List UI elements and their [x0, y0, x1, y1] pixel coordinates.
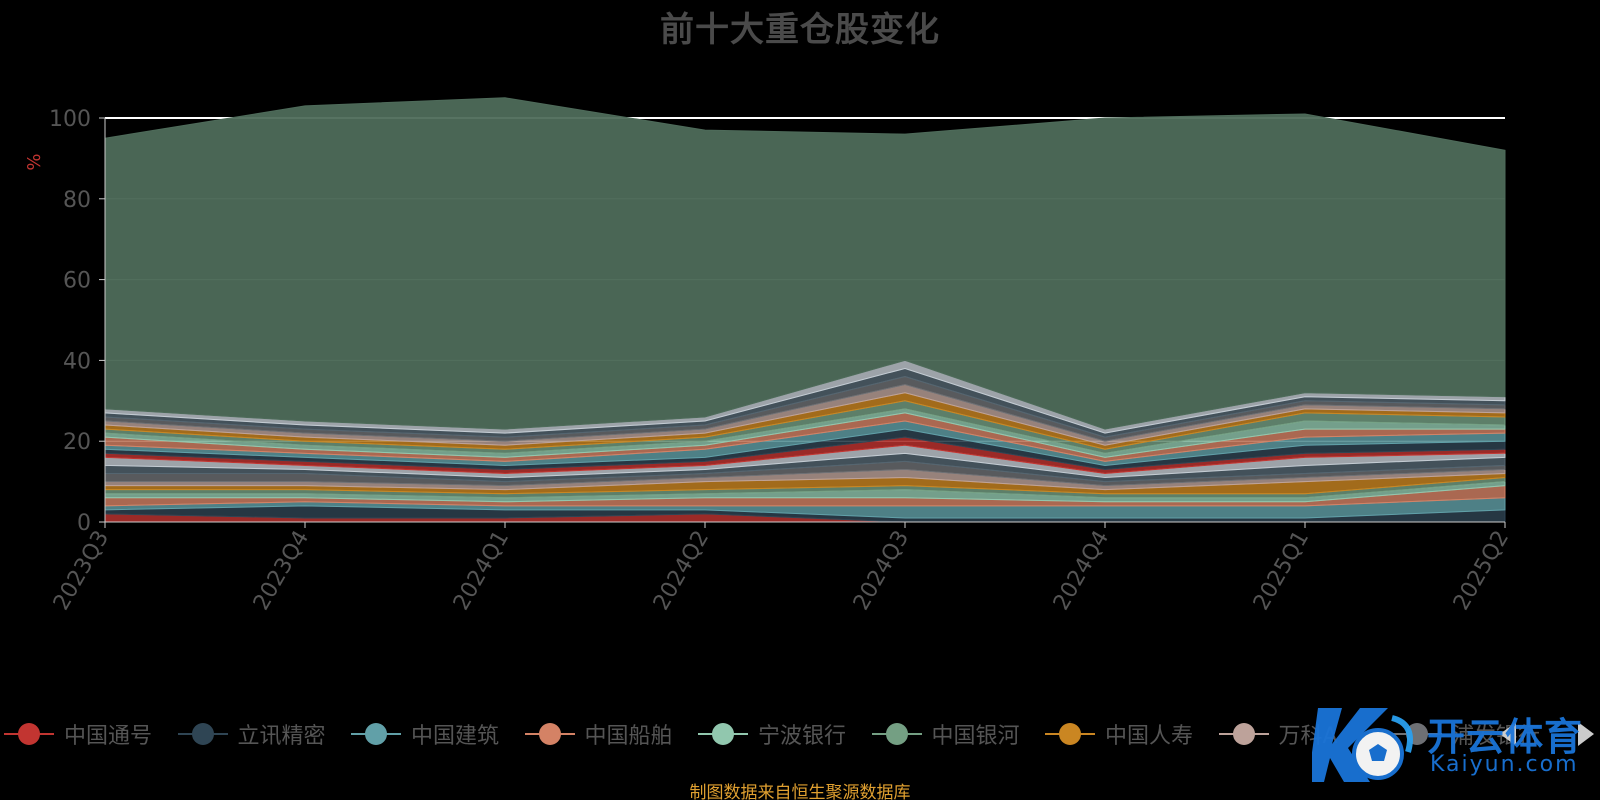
y-tick-label: 0 — [77, 511, 91, 536]
legend-prev-page-icon[interactable] — [1500, 722, 1516, 746]
y-tick-label: 20 — [63, 430, 91, 455]
legend-item-label: 浦发银行 — [1452, 724, 1541, 749]
x-tick-label: 2025Q2 — [1449, 527, 1514, 615]
legend-item[interactable]: 中国银河 — [871, 712, 1020, 756]
legend-item[interactable]: 中国船舶 — [524, 712, 673, 756]
x-tick-labels: 2023Q3 2023Q4 2024Q1 2024Q2 2024Q3 2024Q4 2025… — [49, 522, 1514, 615]
legend-item[interactable]: 宁波银行 — [698, 712, 846, 756]
area-layer — [104, 97, 1506, 523]
legend-item-label: 宁波银行 — [758, 724, 847, 749]
x-tick-label: 2025Q1 — [1249, 527, 1314, 615]
legend-item-label: 中国船舶 — [584, 724, 673, 749]
x-tick-label: 2023Q4 — [249, 527, 314, 615]
legend-item-label: 中国通号 — [64, 724, 153, 749]
y-tick-label: 60 — [63, 269, 91, 294]
legend-item-label: 中国建筑 — [411, 724, 500, 749]
legend-item[interactable]: 中国通号 — [4, 712, 152, 756]
soccer-ball-logo-icon — [1308, 708, 1413, 782]
chart-title: 前十大重仓股变化 — [660, 10, 940, 50]
y-tick-label: 100 — [49, 107, 91, 132]
legend-item-label: 立讯精密 — [237, 724, 326, 749]
y-axis-label: % — [24, 153, 45, 170]
legend-item[interactable]: 中国人寿 — [1045, 712, 1193, 756]
y-tick-label: 80 — [63, 188, 91, 213]
x-tick-label: 2023Q3 — [49, 527, 114, 615]
legend-marker-icon — [524, 719, 575, 749]
legend-marker-icon — [4, 719, 54, 749]
x-tick-label: 2024Q2 — [649, 527, 714, 615]
watermark-domain: Kaiyun.com — [1430, 752, 1579, 777]
area-series-23[interactable] — [104, 97, 1506, 430]
legend-marker-icon — [1045, 719, 1095, 749]
legend-item[interactable]: 立讯精密 — [177, 712, 326, 756]
x-tick-label: 2024Q3 — [849, 527, 914, 615]
axis-layer — [104, 118, 1505, 523]
watermark: 开云体育 Kaiyun.com — [1308, 700, 1600, 786]
legend-marker-icon — [871, 719, 922, 749]
legend-next-page-icon[interactable] — [1578, 722, 1594, 746]
legend-marker-icon — [351, 719, 401, 749]
x-tick-label: 2024Q4 — [1049, 527, 1114, 615]
legend-item[interactable]: 中国建筑 — [351, 712, 499, 756]
watermark-brand: 开云体育 — [1427, 715, 1584, 759]
legend-item-label: 中国人寿 — [1105, 724, 1194, 749]
y-tick-labels: 0 20 40 60 80 100 — [49, 107, 105, 536]
legend-marker-icon — [177, 719, 228, 749]
x-tick-label: 2024Q1 — [449, 527, 514, 615]
legend: 中国通号 立讯精密 中国建筑 中国船舶 宁波银行 中国银河 中国人寿 万科A 浦发银行 — [0, 712, 1600, 756]
y-tick-label: 40 — [63, 349, 91, 374]
footer-note: 制图数据来自恒生聚源数据库 — [689, 783, 911, 800]
legend-item[interactable]: 浦发银行 — [1392, 712, 1540, 756]
legend-item-label: 中国银河 — [931, 724, 1020, 749]
legend-marker-icon — [698, 719, 748, 749]
legend-marker-icon — [1218, 719, 1269, 749]
